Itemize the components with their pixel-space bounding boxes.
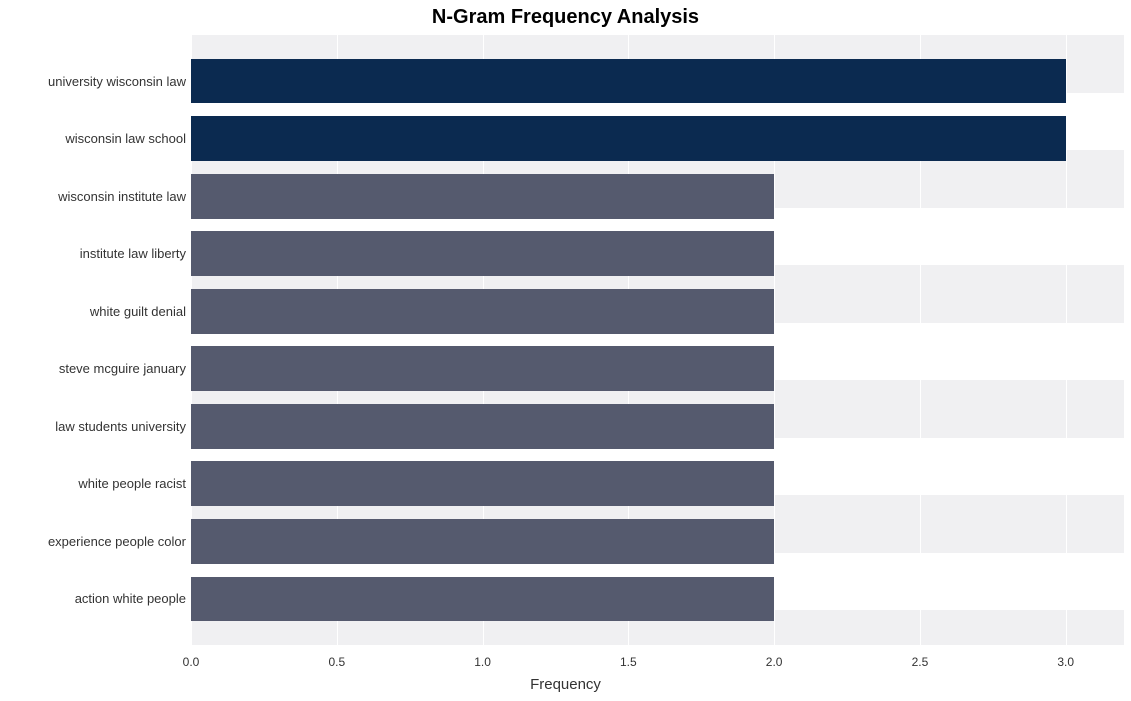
- y-tick-label: white people racist: [78, 476, 186, 491]
- y-tick-label: steve mcguire january: [59, 361, 186, 376]
- y-tick-label: experience people color: [48, 534, 186, 549]
- x-tick-label: 3.0: [1057, 655, 1074, 669]
- y-tick-label: law students university: [55, 419, 186, 434]
- bar: [191, 289, 774, 334]
- bar: [191, 59, 1066, 104]
- bar: [191, 231, 774, 276]
- y-tick-label: institute law liberty: [80, 246, 186, 261]
- x-tick-label: 1.5: [620, 655, 637, 669]
- bar: [191, 404, 774, 449]
- x-tick-label: 2.5: [912, 655, 929, 669]
- x-gridline: [1066, 35, 1067, 645]
- x-tick-label: 1.0: [474, 655, 491, 669]
- x-tick-label: 2.0: [766, 655, 783, 669]
- y-tick-label: white guilt denial: [90, 304, 186, 319]
- x-tick-label: 0.0: [183, 655, 200, 669]
- x-axis-title: Frequency: [0, 676, 1131, 693]
- bar: [191, 519, 774, 564]
- bar: [191, 116, 1066, 161]
- chart-title: N-Gram Frequency Analysis: [0, 6, 1131, 29]
- y-tick-label: university wisconsin law: [48, 74, 186, 89]
- plot-area: [191, 35, 1124, 645]
- x-tick-label: 0.5: [328, 655, 345, 669]
- y-tick-label: action white people: [75, 591, 186, 606]
- bar: [191, 577, 774, 622]
- y-tick-label: wisconsin law school: [65, 131, 186, 146]
- y-tick-label: wisconsin institute law: [58, 189, 186, 204]
- bar: [191, 461, 774, 506]
- bar: [191, 174, 774, 219]
- chart-container: N-Gram Frequency Analysis Frequency univ…: [0, 0, 1131, 701]
- bar: [191, 346, 774, 391]
